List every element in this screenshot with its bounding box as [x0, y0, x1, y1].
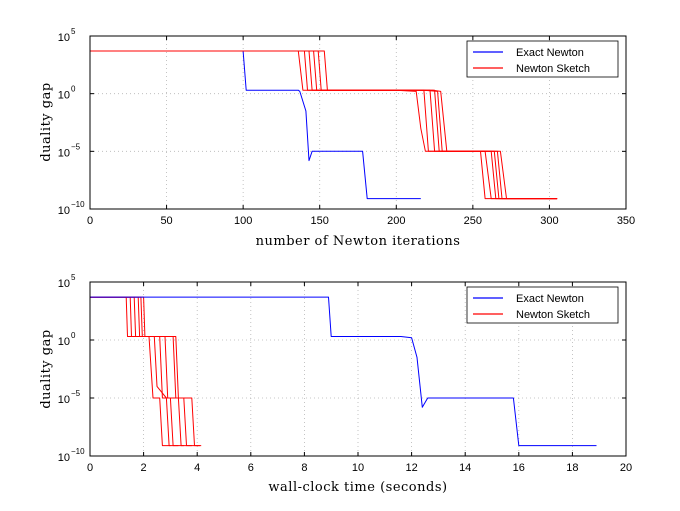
x-tick-label: 100 — [234, 215, 252, 227]
x-tick-label: 14 — [459, 462, 471, 474]
y-tick-label: 10−10 — [58, 200, 85, 217]
chart-bottom-xlabel: wall-clock time (seconds) — [268, 480, 447, 495]
y-tick-label: 10−5 — [58, 142, 81, 159]
y-tick-label-base: 10 — [58, 147, 70, 159]
series-line-newton-sketch — [90, 296, 171, 447]
x-tick-label: 2 — [141, 462, 147, 474]
series-line-newton-sketch — [90, 296, 202, 447]
x-tick-label: 300 — [540, 215, 558, 227]
y-tick-label-base: 10 — [58, 32, 70, 44]
series-line-newton-sketch — [90, 296, 192, 447]
y-tick-label: 100 — [58, 331, 76, 348]
chart-top-series — [90, 50, 558, 200]
y-tick-label-base: 10 — [58, 205, 70, 217]
series-line-newton-sketch — [90, 296, 184, 447]
y-tick-label: 105 — [58, 27, 76, 44]
x-tick-label: 350 — [617, 215, 635, 227]
x-tick-label: 8 — [301, 462, 307, 474]
series-line-newton-sketch — [90, 50, 558, 200]
y-tick-label-base: 10 — [58, 90, 70, 102]
x-tick-label: 16 — [513, 462, 525, 474]
chart-bottom-legend: Exact Newton Newton Sketch — [466, 286, 619, 324]
series-line-exact-newton — [90, 50, 421, 200]
x-tick-label: 150 — [311, 215, 329, 227]
legend-box — [466, 40, 619, 78]
series-line-newton-sketch — [90, 296, 179, 447]
x-tick-label: 250 — [464, 215, 482, 227]
y-tick-label-exponent: 0 — [71, 331, 76, 340]
series-line-newton-sketch — [90, 50, 558, 200]
x-tick-label: 6 — [248, 462, 254, 474]
chart-bottom-series — [90, 296, 597, 447]
y-tick-label: 10−5 — [58, 389, 81, 406]
x-tick-label: 18 — [566, 462, 578, 474]
chart-bottom-ylabel: duality gap — [39, 329, 54, 408]
legend-box — [466, 286, 619, 324]
series-line-newton-sketch — [90, 296, 200, 447]
x-tick-label: 20 — [620, 462, 632, 474]
x-tick-label: 4 — [194, 462, 200, 474]
y-tick-label: 100 — [58, 85, 76, 102]
y-tick-label-base: 10 — [58, 394, 70, 406]
y-tick-label-base: 10 — [58, 452, 70, 464]
chart-top-xlabel: number of Newton iterations — [256, 234, 461, 249]
legend-label-exact-newton: Exact Newton — [516, 293, 584, 305]
series-line-exact-newton — [90, 296, 597, 447]
y-tick-label-exponent: −5 — [71, 389, 81, 398]
y-tick-label-exponent: −10 — [71, 447, 85, 456]
y-tick-label-exponent: 5 — [71, 27, 76, 36]
legend-label-newton-sketch: Newton Sketch — [516, 63, 590, 75]
legend-label-newton-sketch: Newton Sketch — [516, 309, 590, 321]
x-tick-label: 10 — [352, 462, 364, 474]
x-tick-label: 12 — [405, 462, 417, 474]
x-tick-label: 200 — [387, 215, 405, 227]
y-tick-label-base: 10 — [58, 336, 70, 348]
x-tick-label: 0 — [87, 215, 93, 227]
x-tick-label: 50 — [160, 215, 172, 227]
chart-top-ylabel: duality gap — [39, 82, 54, 161]
chart-top-legend: Exact Newton Newton Sketch — [466, 40, 619, 78]
chart-top-axes-box — [89, 35, 627, 210]
y-tick-label: 10−10 — [58, 447, 85, 464]
y-tick-label-exponent: −5 — [71, 142, 81, 151]
y-tick-label: 105 — [58, 273, 76, 290]
y-tick-label-exponent: 0 — [71, 85, 76, 94]
y-tick-label-base: 10 — [58, 278, 70, 290]
legend-label-exact-newton: Exact Newton — [516, 47, 584, 59]
y-tick-label-exponent: 5 — [71, 273, 76, 282]
y-tick-label-exponent: −10 — [71, 200, 85, 209]
x-tick-label: 0 — [87, 462, 93, 474]
